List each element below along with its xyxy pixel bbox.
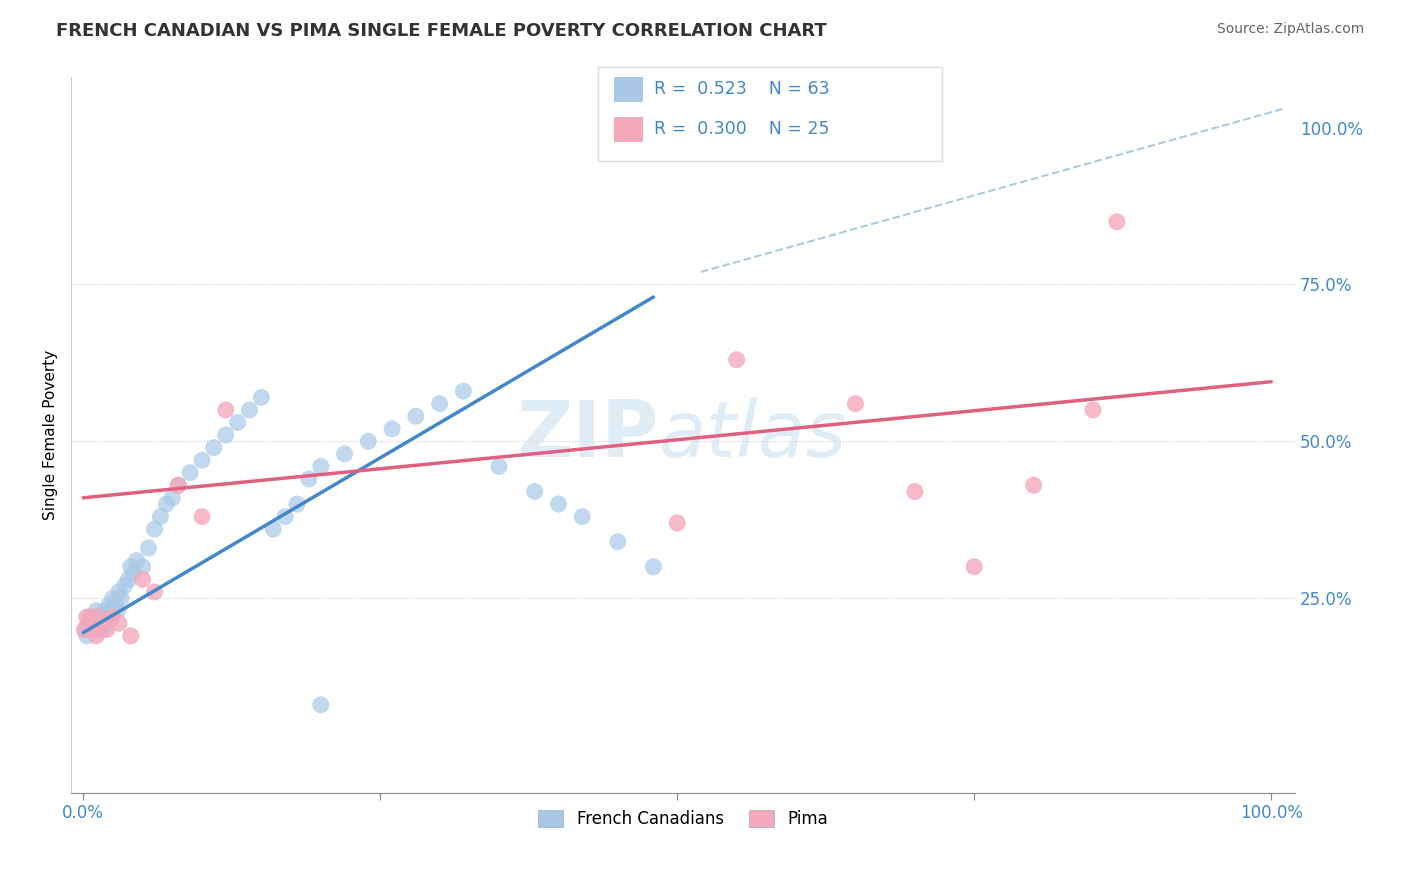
Point (77, 616, 100, 631)
Point (250, 391, 273, 405)
Point (77, 623, 100, 637)
Point (77, 616, 100, 631)
Point (381, 422, 404, 436)
Point (131, 572, 153, 586)
Point (523, 484, 546, 499)
Point (107, 604, 129, 618)
Point (488, 459, 510, 474)
Point (122, 566, 145, 580)
Point (1022, 478, 1045, 492)
Point (83, 610, 105, 624)
Point (285, 497, 308, 511)
Point (429, 397, 451, 411)
Point (274, 509, 297, 524)
Point (202, 441, 225, 455)
Point (357, 434, 380, 449)
Point (179, 466, 201, 480)
Point (405, 409, 427, 424)
Point (117, 572, 139, 586)
Text: Source: ZipAtlas.com: Source: ZipAtlas.com (1216, 22, 1364, 37)
Point (844, 397, 866, 411)
Point (162, 491, 184, 505)
Point (101, 591, 124, 606)
Point (108, 585, 131, 599)
Point (1081, 403, 1104, 417)
Point (76, 629, 98, 643)
Point (453, 384, 475, 398)
Point (120, 629, 142, 643)
Point (84, 604, 107, 618)
Point (83, 623, 105, 637)
Point (963, 559, 986, 574)
Text: FRENCH CANADIAN VS PIMA SINGLE FEMALE POVERTY CORRELATION CHART: FRENCH CANADIAN VS PIMA SINGLE FEMALE PO… (56, 22, 827, 40)
Point (84, 629, 107, 643)
Point (155, 497, 177, 511)
Point (96, 616, 118, 631)
Point (333, 447, 356, 461)
Point (101, 610, 124, 624)
Point (309, 698, 332, 712)
Point (149, 509, 172, 524)
Point (104, 598, 127, 612)
Point (143, 585, 166, 599)
Point (606, 534, 628, 549)
Point (98, 598, 121, 612)
Point (1105, 215, 1128, 229)
Point (571, 509, 593, 524)
Point (94, 610, 117, 624)
Point (547, 497, 569, 511)
Point (167, 478, 190, 492)
Point (167, 478, 190, 492)
Point (215, 428, 238, 442)
Point (93, 616, 115, 631)
Point (120, 559, 142, 574)
Point (238, 403, 260, 417)
Point (93, 604, 115, 618)
Point (76, 610, 98, 624)
Point (191, 453, 214, 467)
Point (138, 541, 160, 555)
Point (79, 610, 101, 624)
Text: ZIP: ZIP (516, 397, 658, 473)
Point (80, 610, 103, 624)
Y-axis label: Single Female Poverty: Single Female Poverty (44, 350, 58, 520)
Point (309, 459, 332, 474)
Point (191, 509, 214, 524)
Point (725, 352, 748, 367)
Point (108, 616, 131, 631)
Point (904, 484, 927, 499)
Point (87, 623, 110, 637)
Point (96, 623, 118, 637)
Text: R =  0.523    N = 63: R = 0.523 N = 63 (654, 80, 830, 98)
Point (143, 522, 166, 536)
Point (298, 472, 321, 486)
Point (86, 610, 108, 624)
Point (84, 616, 107, 631)
Point (75, 623, 97, 637)
Point (89, 616, 111, 631)
Point (90, 610, 112, 624)
Point (87, 610, 110, 624)
Point (643, 559, 665, 574)
Point (131, 559, 153, 574)
Point (110, 591, 132, 606)
Point (82, 623, 104, 637)
Point (215, 403, 238, 417)
Point (114, 579, 136, 593)
Point (125, 553, 148, 567)
Text: atlas: atlas (658, 397, 846, 473)
Point (666, 516, 689, 530)
Point (262, 522, 284, 536)
Point (100, 604, 122, 618)
Point (80, 616, 103, 631)
Point (90, 616, 112, 631)
Text: R =  0.300    N = 25: R = 0.300 N = 25 (654, 120, 830, 138)
Point (91, 623, 114, 637)
Point (73, 623, 96, 637)
Point (226, 416, 249, 430)
Legend: French Canadians, Pima: French Canadians, Pima (531, 803, 835, 834)
